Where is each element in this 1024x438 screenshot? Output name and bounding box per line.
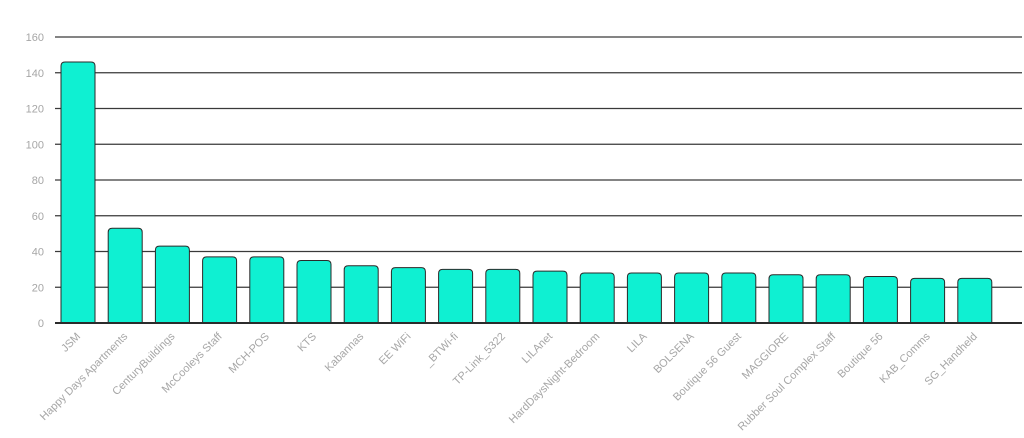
bar-harddaysnight-bedroom [579,272,615,324]
bars [60,61,993,324]
bar-centurybuildings [154,245,190,324]
bar-lila [626,272,662,324]
x-tick-label: EE WiFi [377,331,414,368]
bar-happy-days-apartments [107,227,143,324]
bar-kabannas [343,265,379,324]
bar-kab-comms [910,277,946,324]
y-tick-label: 40 [32,247,44,259]
y-axis-tick-labels: 0 20 40 60 80 100 120 140 160 [26,32,44,330]
bar-mccooleys-staff [202,256,238,324]
x-tick-label: _BTWi-fi [422,331,461,370]
bar-kts [296,259,332,324]
bar-jsm [60,61,96,324]
bar-btwi-fi [438,268,474,324]
x-tick-label: LILAnet [520,331,555,366]
x-tick-label: MAGGIORE [740,331,791,382]
x-tick-label: BOLSENA [651,330,697,376]
y-tick-label: 140 [26,68,44,80]
y-tick-label: 0 [38,318,44,330]
bar-boutique-56 [862,276,898,324]
x-tick-label: Boutique 56 [836,331,886,381]
y-tick-label: 80 [32,175,44,187]
y-tick-label: 120 [26,104,44,116]
x-tick-label: KTS [295,331,319,355]
y-tick-label: 160 [26,32,44,44]
x-tick-label: HardDaysNight-Bedroom [507,331,602,426]
y-tick-label: 60 [32,211,44,223]
bar-mch-pos [249,256,285,324]
bar-boutique-56-guest [721,272,757,324]
gridlines [55,36,1022,288]
x-tick-label: JSM [59,331,83,355]
bar-ee-wifi [390,267,426,324]
bar-sg-handheld [957,277,993,324]
bar-lilanet [532,270,568,324]
x-tick-label: Rubber Soul Complex Staff [736,330,839,433]
x-tick-label: Kabannas [323,330,367,374]
bar-tp-link-5322 [485,268,521,324]
x-tick-label: LILA [625,330,650,355]
y-tick-label: 100 [26,139,44,151]
x-tick-label: Happy Days Apartments [38,330,131,423]
bar-bolsena [674,272,710,324]
x-tick-label: MCH-POS [227,331,272,376]
bar-rubber-soul-complex-staff [815,274,851,324]
bar-maggiore [768,274,804,324]
y-tick-label: 20 [32,282,44,294]
